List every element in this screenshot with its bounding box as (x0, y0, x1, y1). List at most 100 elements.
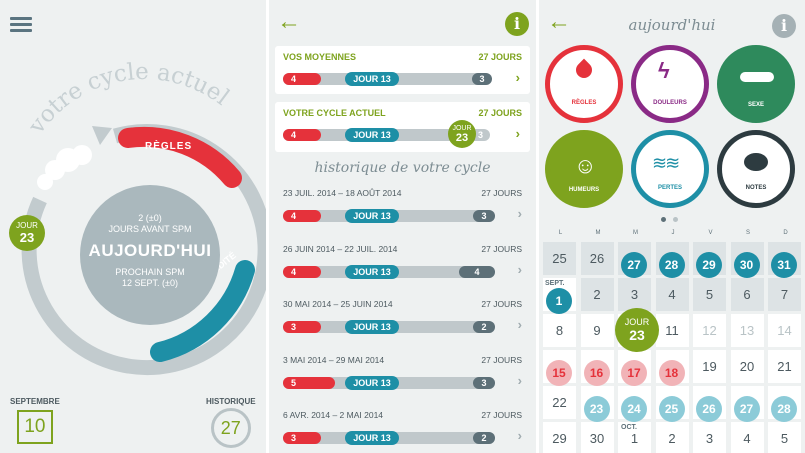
page-dot[interactable] (673, 217, 678, 222)
averages-grey: 3 (472, 73, 492, 85)
menu-icon[interactable] (10, 14, 32, 35)
current-cycle-title: VOTRE CYCLE ACTUEL (283, 108, 386, 118)
calendar-day[interactable]: 9 (580, 314, 614, 347)
calendar-day[interactable]: 5 (693, 278, 726, 311)
calendar-day[interactable]: 8 (543, 314, 576, 347)
history-row[interactable]: 3 MAI 2014 – 29 MAI 2014 27 JOURS 5 JOUR… (269, 351, 536, 401)
regles-button[interactable]: RÈGLES (545, 45, 623, 123)
calendar-day[interactable]: 18 (655, 350, 689, 386)
humeurs-button[interactable]: ☺ HUMEURS (545, 130, 623, 208)
calendar-day[interactable]: 14 (768, 314, 801, 347)
history-days: 27 JOURS (481, 188, 522, 198)
today-badge[interactable]: JOUR 23 (615, 308, 659, 352)
calendar-day[interactable]: 6 (730, 278, 764, 311)
history-row[interactable]: 6 AVR. 2014 – 2 MAI 2014 27 JOURS 3 JOUR… (269, 406, 536, 453)
calendar-day[interactable]: 2 (655, 422, 689, 453)
back-arrow-icon[interactable]: ← (547, 8, 571, 35)
douleurs-button[interactable]: ϟ DOULEURS (631, 45, 709, 123)
regles-label: RÈGLES (571, 100, 597, 106)
day-number: 4 (743, 431, 751, 446)
notes-label: NOTES (745, 185, 767, 191)
calendar-day[interactable]: 2 (580, 278, 614, 311)
info-icon[interactable]: i (772, 14, 796, 38)
pertes-button[interactable]: ≋≋ PERTES (631, 130, 709, 208)
calendar-day[interactable]: 5 (768, 422, 801, 453)
calendar-day[interactable]: 3 (618, 278, 651, 311)
history-row[interactable]: 30 MAI 2014 – 25 JUIN 2014 27 JOURS 3 JO… (269, 295, 536, 345)
sexe-label: SEXE (747, 102, 764, 108)
history-row[interactable]: 26 JUIN 2014 – 22 JUIL. 2014 27 JOURS 4 … (269, 240, 536, 290)
info-icon[interactable]: i (505, 12, 529, 36)
wave-icon: ≋≋ (652, 153, 680, 173)
history-red: 4 (283, 210, 321, 222)
calendar-day[interactable]: 22 (543, 386, 576, 419)
history-grey: 3 (473, 210, 495, 222)
history-dates: 26 JUIN 2014 – 22 JUIL. 2014 (283, 243, 398, 254)
calendar-day[interactable]: 7 (768, 278, 801, 311)
calendar-day[interactable]: 28 (768, 386, 801, 422)
history-ovulation: JOUR 13 (345, 264, 399, 279)
calendar-day[interactable]: 12 (693, 314, 726, 347)
day-number: 9 (593, 323, 601, 338)
day-number: 30 (589, 431, 605, 446)
day-number: 2 (668, 431, 676, 446)
calendar-day[interactable]: 16 (580, 350, 614, 386)
calendar-day[interactable]: 20 (730, 350, 764, 383)
calendar-day[interactable]: 25 (543, 242, 576, 275)
calendar-day[interactable]: 1 (543, 278, 576, 314)
today-screen: ← aujourd'hui i RÈGLES ϟ DOULEURS SEXE ☺… (539, 0, 805, 453)
history-days: 27 JOURS (481, 410, 522, 420)
page-dot-active[interactable] (661, 217, 666, 222)
calendar-day[interactable]: 28 (655, 242, 689, 278)
calendar-button[interactable]: SEPTEMBRE 10 (10, 397, 60, 444)
day-number: 13 (739, 323, 755, 338)
current-cycle-card[interactable]: VOTRE CYCLE ACTUEL 27 JOURS 4 JOUR 13 JO… (275, 102, 530, 152)
calendar-day[interactable]: 26 (580, 242, 614, 275)
history-ovulation: JOUR 13 (345, 431, 399, 445)
history-grey: 2 (473, 432, 495, 444)
calendar-day[interactable]: 31 (768, 242, 801, 278)
back-arrow-icon[interactable]: ← (277, 8, 301, 35)
averages-card[interactable]: VOS MOYENNES 27 JOURS 4 JOUR 13 3 › (275, 46, 530, 94)
calendar-day[interactable]: 30 (730, 242, 764, 278)
pertes-label: PERTES (657, 185, 682, 191)
notes-button[interactable]: NOTES (717, 130, 795, 208)
weekday-label: M (633, 230, 638, 236)
current-day-badge: JOUR 23 (448, 120, 476, 148)
history-dates: 6 AVR. 2014 – 2 MAI 2014 (283, 410, 384, 420)
calendar-day[interactable]: 4 (655, 278, 689, 311)
fecondite-arc (150, 260, 255, 362)
today-summary[interactable]: 2 (±0) JOURS AVANT SPM AUJOURD'HUI PROCH… (80, 185, 220, 325)
history-row[interactable]: 23 JUIL. 2014 – 18 AOÛT 2014 27 JOURS 4 … (269, 184, 536, 234)
calendar-day[interactable]: 26 (693, 386, 726, 422)
sexe-button[interactable]: SEXE (717, 45, 795, 123)
calendar-day[interactable]: 3 (693, 422, 726, 453)
calendar-day[interactable]: 23 (580, 386, 614, 422)
day-number: 26 (589, 251, 605, 266)
calendar-day[interactable]: 11 (655, 314, 689, 347)
calendar-day[interactable]: 25 (655, 386, 689, 422)
calendar-day[interactable]: 4 (730, 422, 764, 453)
day-marker: 17 (621, 360, 647, 386)
calendar-day[interactable]: 21 (768, 350, 801, 383)
calendar-day[interactable]: 15 (543, 350, 576, 386)
calendar-day[interactable]: 27 (730, 386, 764, 422)
day-marker: 30 (733, 252, 760, 278)
chevron-right-icon: › (517, 428, 522, 443)
history-button[interactable]: HISTORIQUE 27 (206, 397, 256, 448)
today-badge-label: JOUR (624, 317, 650, 327)
history-days: 27 JOURS (481, 243, 522, 254)
calendar-day[interactable]: 24 (618, 386, 651, 422)
calendar-day[interactable]: 29 (543, 422, 576, 453)
day-number: 20 (739, 359, 755, 374)
calendar-day[interactable]: 1 (618, 422, 651, 453)
calendar-day[interactable]: 27 (618, 242, 651, 278)
day-badge-value: 23 (19, 230, 35, 245)
calendar-day[interactable]: 29 (693, 242, 726, 278)
calendar-day[interactable]: 17 (618, 350, 651, 386)
calendar-day[interactable]: 30 (580, 422, 614, 453)
calendar-day[interactable]: 13 (730, 314, 764, 347)
history-days: 27 JOURS (481, 299, 522, 309)
day-number: 1 (630, 431, 639, 446)
calendar-day[interactable]: 19 (693, 350, 726, 383)
